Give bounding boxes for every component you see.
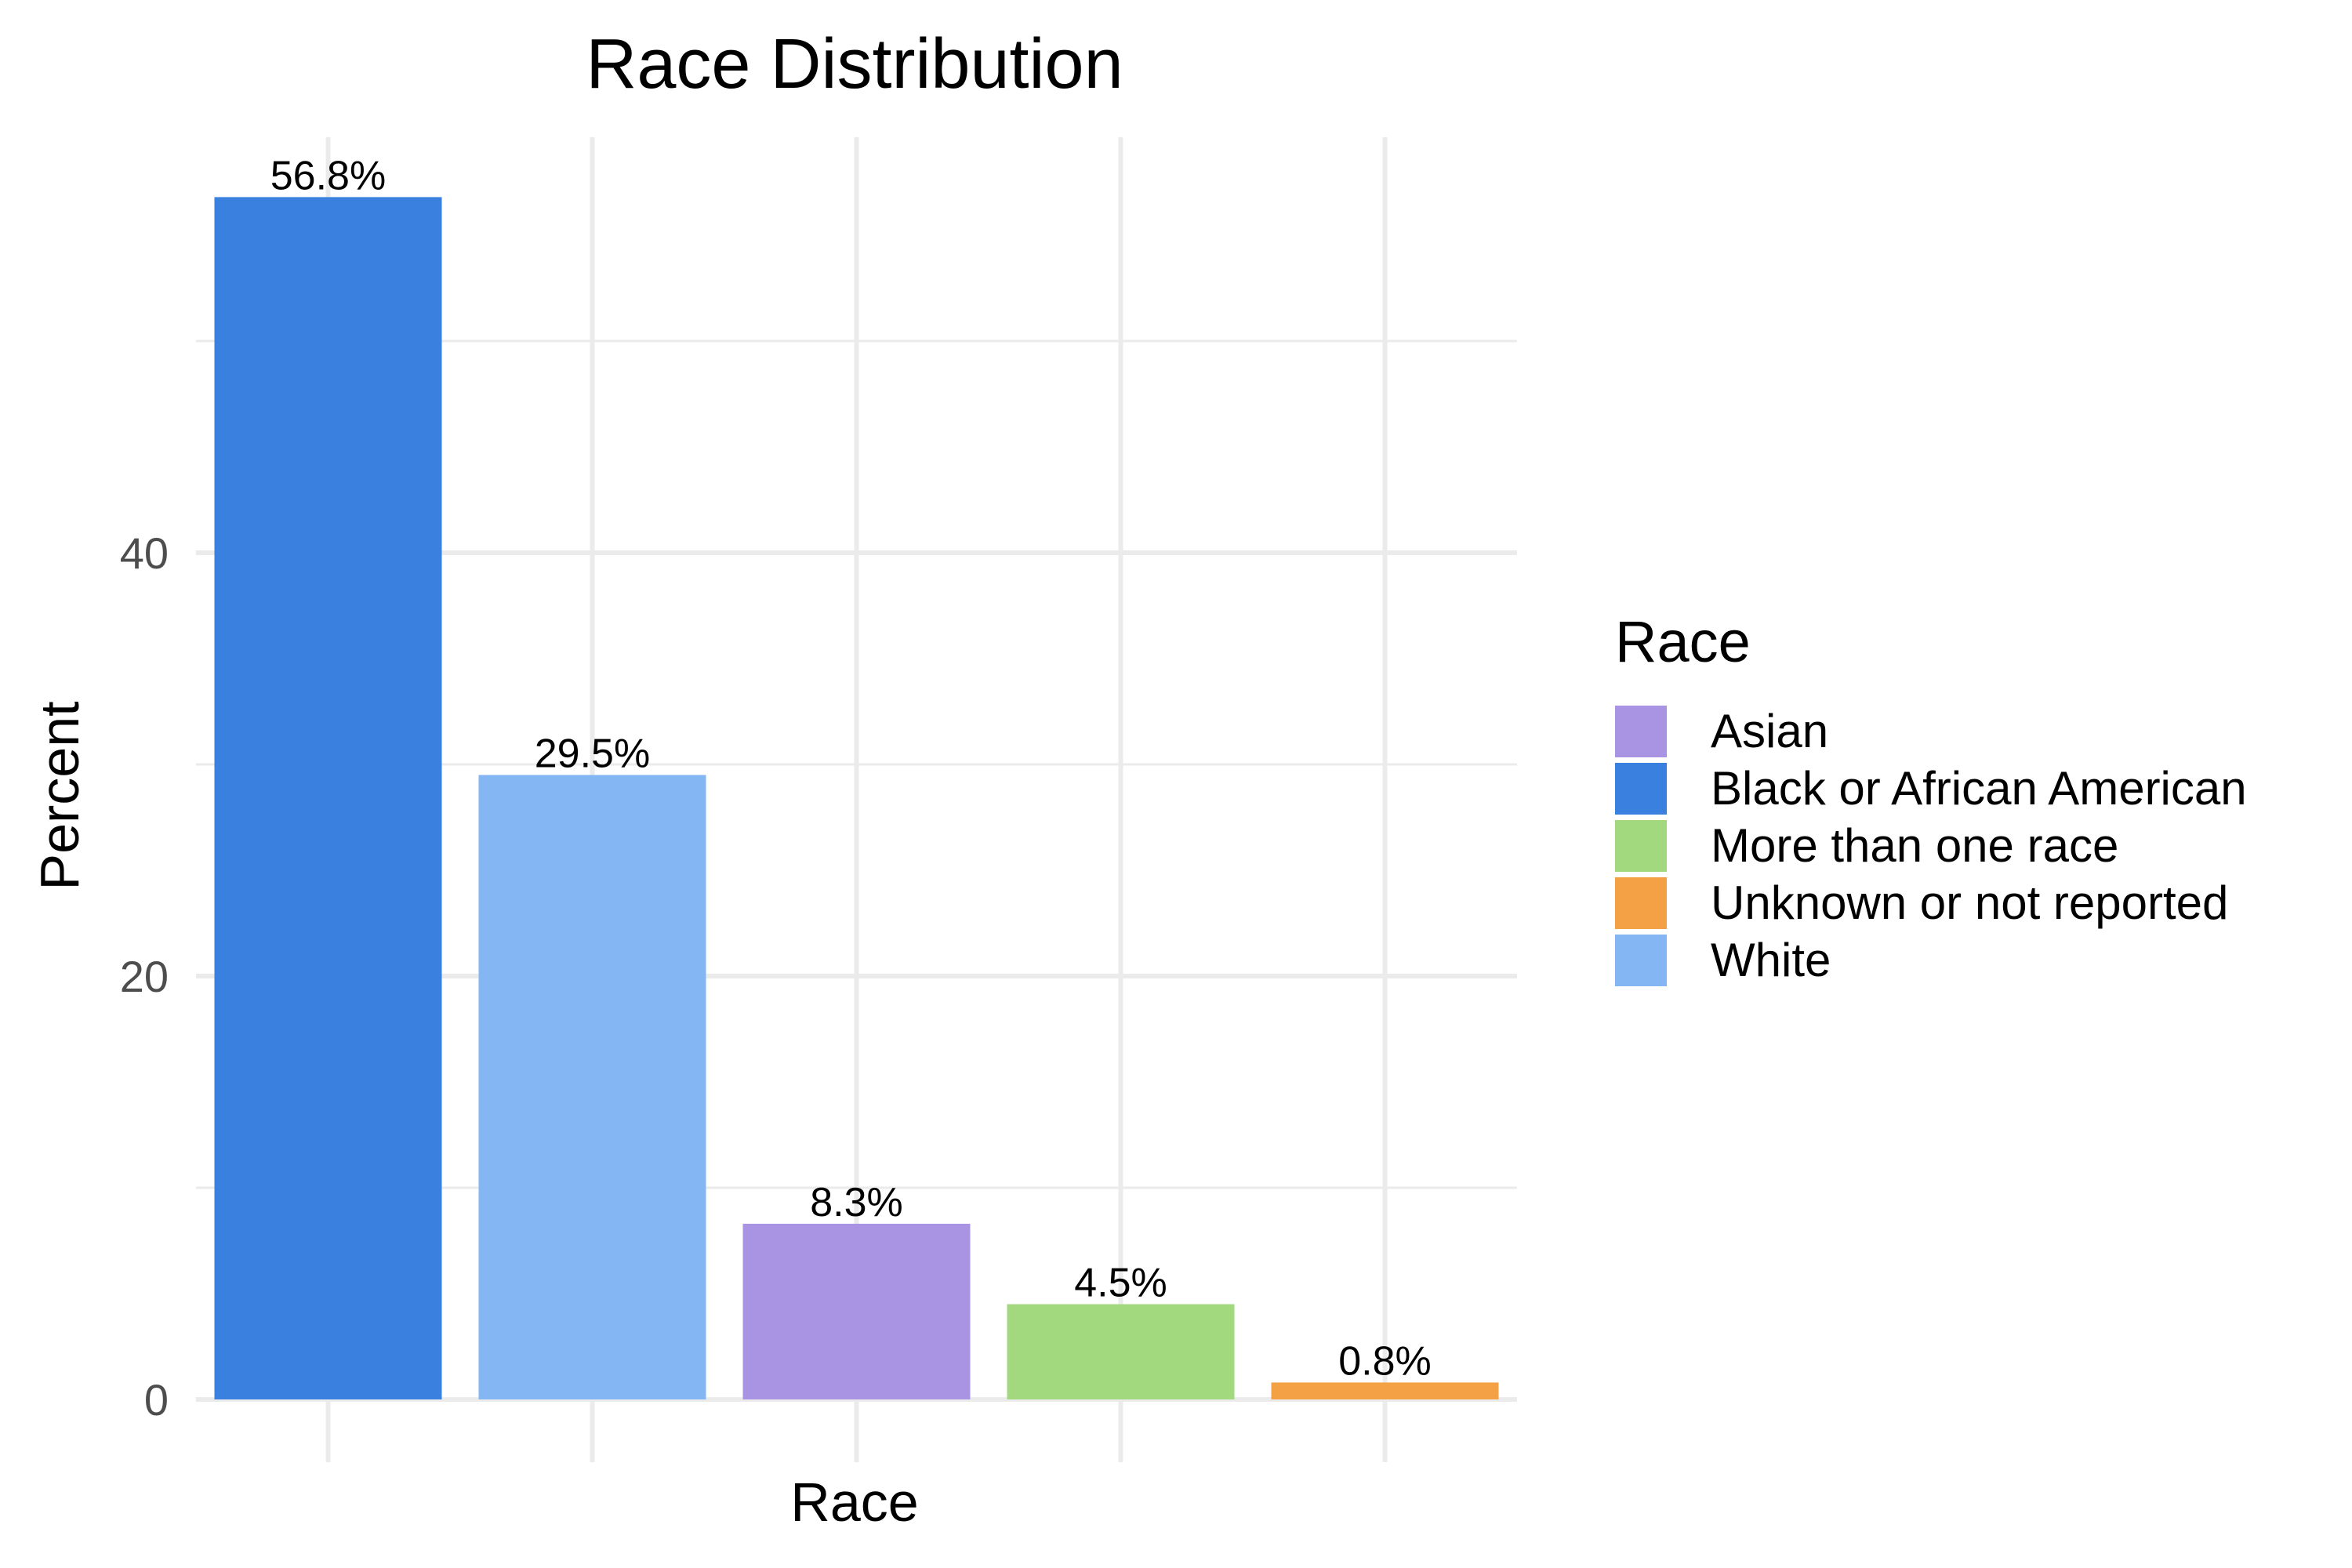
legend-key	[1615, 706, 1667, 757]
legend-key	[1615, 877, 1667, 929]
bar-data-label: 4.5%	[1074, 1261, 1167, 1306]
bar-data-label: 0.8%	[1338, 1338, 1432, 1384]
legend-label: Black or African American	[1711, 762, 2247, 815]
chart-title: Race Distribution	[586, 25, 1123, 103]
legend-key	[1615, 935, 1667, 986]
y-tick-label: 0	[144, 1375, 169, 1425]
legend-label: Unknown or not reported	[1711, 877, 2228, 929]
y-tick-label: 40	[120, 528, 169, 578]
bars-group	[214, 197, 1499, 1399]
legend-title: Race	[1615, 609, 1751, 674]
x-axis-title: Race	[790, 1472, 918, 1533]
legend-key	[1615, 763, 1667, 815]
bar	[1007, 1304, 1235, 1399]
bar	[1271, 1382, 1499, 1399]
legend-key	[1615, 820, 1667, 872]
bar	[742, 1223, 971, 1399]
legend-label: More than one race	[1711, 819, 2118, 872]
legend-label: Asian	[1711, 705, 1828, 757]
y-axis-ticks: 0 20 40	[120, 528, 169, 1425]
y-axis-title: Percent	[29, 701, 90, 890]
bar-data-label: 56.8%	[270, 153, 386, 198]
legend-label: White	[1711, 934, 1831, 986]
bar-data-label: 8.3%	[810, 1180, 903, 1225]
bar-data-label: 29.5%	[535, 731, 650, 777]
data-labels-group: 56.8% 29.5% 8.3% 4.5% 0.8%	[270, 153, 1432, 1384]
bar	[478, 775, 706, 1399]
y-tick-label: 20	[120, 952, 169, 1001]
bar	[214, 197, 442, 1399]
